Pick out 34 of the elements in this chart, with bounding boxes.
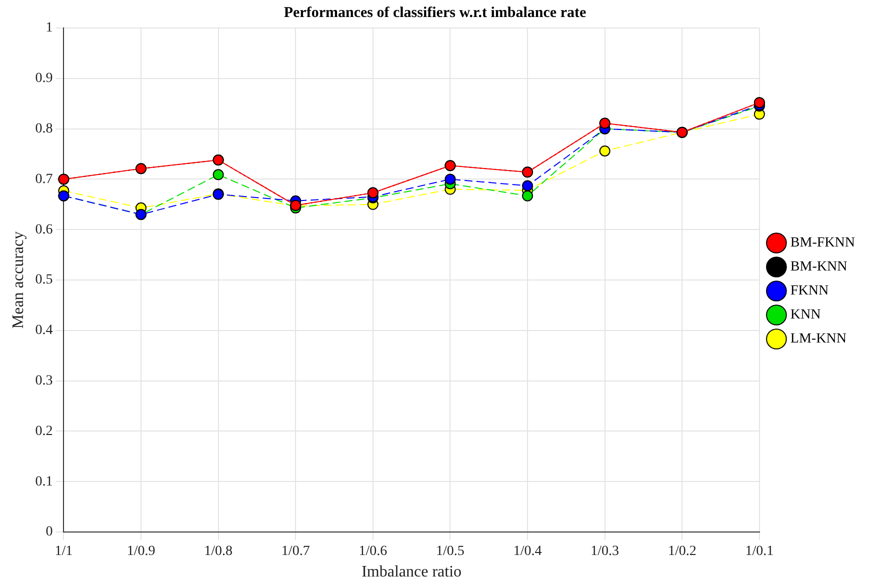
- point: [522, 190, 534, 202]
- y-tick-label: 0: [46, 524, 53, 540]
- point: [444, 174, 456, 185]
- legend-label: BM-KNN: [790, 260, 848, 275]
- x-tick-label: 1/0.2: [668, 544, 696, 560]
- y-tick-label: 0.7: [35, 172, 53, 187]
- legend-label: LM-KNN: [790, 332, 846, 347]
- point: [522, 180, 534, 192]
- x-tick-label: 1/0.8: [204, 544, 233, 560]
- legend-label: FKNN: [790, 284, 829, 299]
- x-axis-title: Imbalance ratio: [362, 564, 462, 581]
- x-tick-label: 1/0.3: [590, 544, 620, 560]
- chart-title: Performances of classifiers w.r.t imbalance rate: [284, 4, 586, 21]
- x-tick-label: 1/0.1: [745, 544, 774, 560]
- y-tick-label: 0.8: [35, 121, 53, 136]
- x-tick-label: 1/0.7: [281, 544, 310, 560]
- y-tick-label: 0.4: [35, 323, 53, 338]
- point: [599, 145, 610, 156]
- x-tick-label: 1/0.5: [436, 544, 464, 560]
- y-axis-title: Mean accuracy: [10, 231, 27, 329]
- legend-label: BM-FKNN: [790, 236, 856, 251]
- x-tick-label: 1/0.4: [513, 544, 542, 560]
- y-tick-label: 0.9: [35, 71, 53, 86]
- y-tick-label: 0.6: [35, 222, 53, 238]
- x-tick-label: 1/0.9: [126, 544, 156, 560]
- legend-label: KNN: [790, 308, 821, 323]
- x-tick-label: 1/0.6: [358, 544, 388, 560]
- y-tick-label: 0.3: [35, 373, 53, 388]
- y-tick-label: 0.2: [35, 424, 53, 439]
- y-tick-label: 0.5: [35, 272, 53, 288]
- y-tick-label: 0.1: [35, 474, 53, 490]
- point: [212, 169, 224, 180]
- x-tick-label: 1/1: [54, 544, 73, 560]
- y-tick-label: 1: [46, 20, 53, 36]
